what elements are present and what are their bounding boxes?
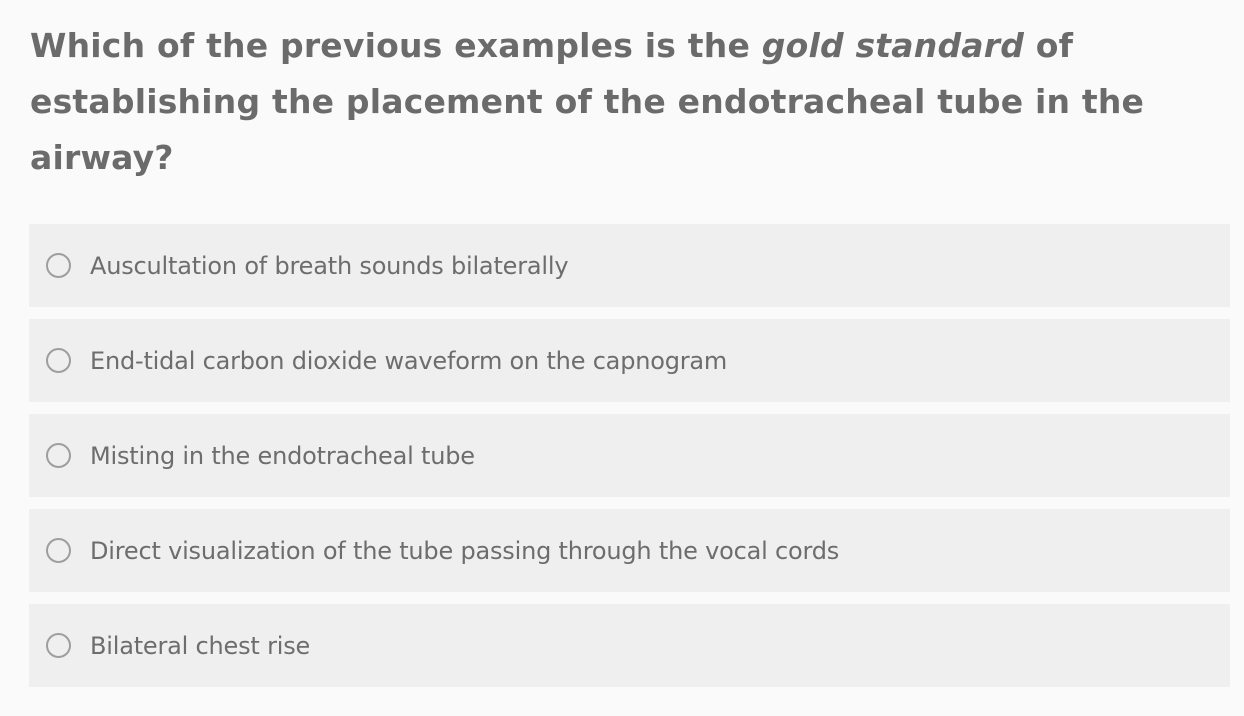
answer-option[interactable]: Misting in the endotracheal tube <box>29 414 1230 497</box>
answer-option-label: Bilateral chest rise <box>90 631 311 660</box>
answer-option[interactable]: End-tidal carbon dioxide waveform on the… <box>29 319 1230 402</box>
radio-button[interactable] <box>46 253 71 278</box>
radio-button[interactable] <box>46 348 71 373</box>
question-text-part2: of establishing the placement of the end… <box>30 26 1145 177</box>
radio-button[interactable] <box>46 538 71 563</box>
radio-button[interactable] <box>46 443 71 468</box>
answer-option-label: Auscultation of breath sounds bilaterall… <box>90 251 569 280</box>
answer-option-label: End-tidal carbon dioxide waveform on the… <box>90 346 728 375</box>
radio-button[interactable] <box>46 633 71 658</box>
answer-option[interactable]: Direct visualization of the tube passing… <box>29 509 1230 592</box>
answer-option-label: Direct visualization of the tube passing… <box>90 536 840 565</box>
answer-option-label: Misting in the endotracheal tube <box>90 441 475 470</box>
answer-option[interactable]: Bilateral chest rise <box>29 604 1230 687</box>
question-emphasis: gold standard <box>761 26 1025 65</box>
question-text: Which of the previous examples is the go… <box>30 18 1220 186</box>
answer-options: Auscultation of breath sounds bilaterall… <box>29 224 1230 699</box>
answer-option[interactable]: Auscultation of breath sounds bilaterall… <box>29 224 1230 307</box>
question-text-part1: Which of the previous examples is the <box>30 26 762 65</box>
